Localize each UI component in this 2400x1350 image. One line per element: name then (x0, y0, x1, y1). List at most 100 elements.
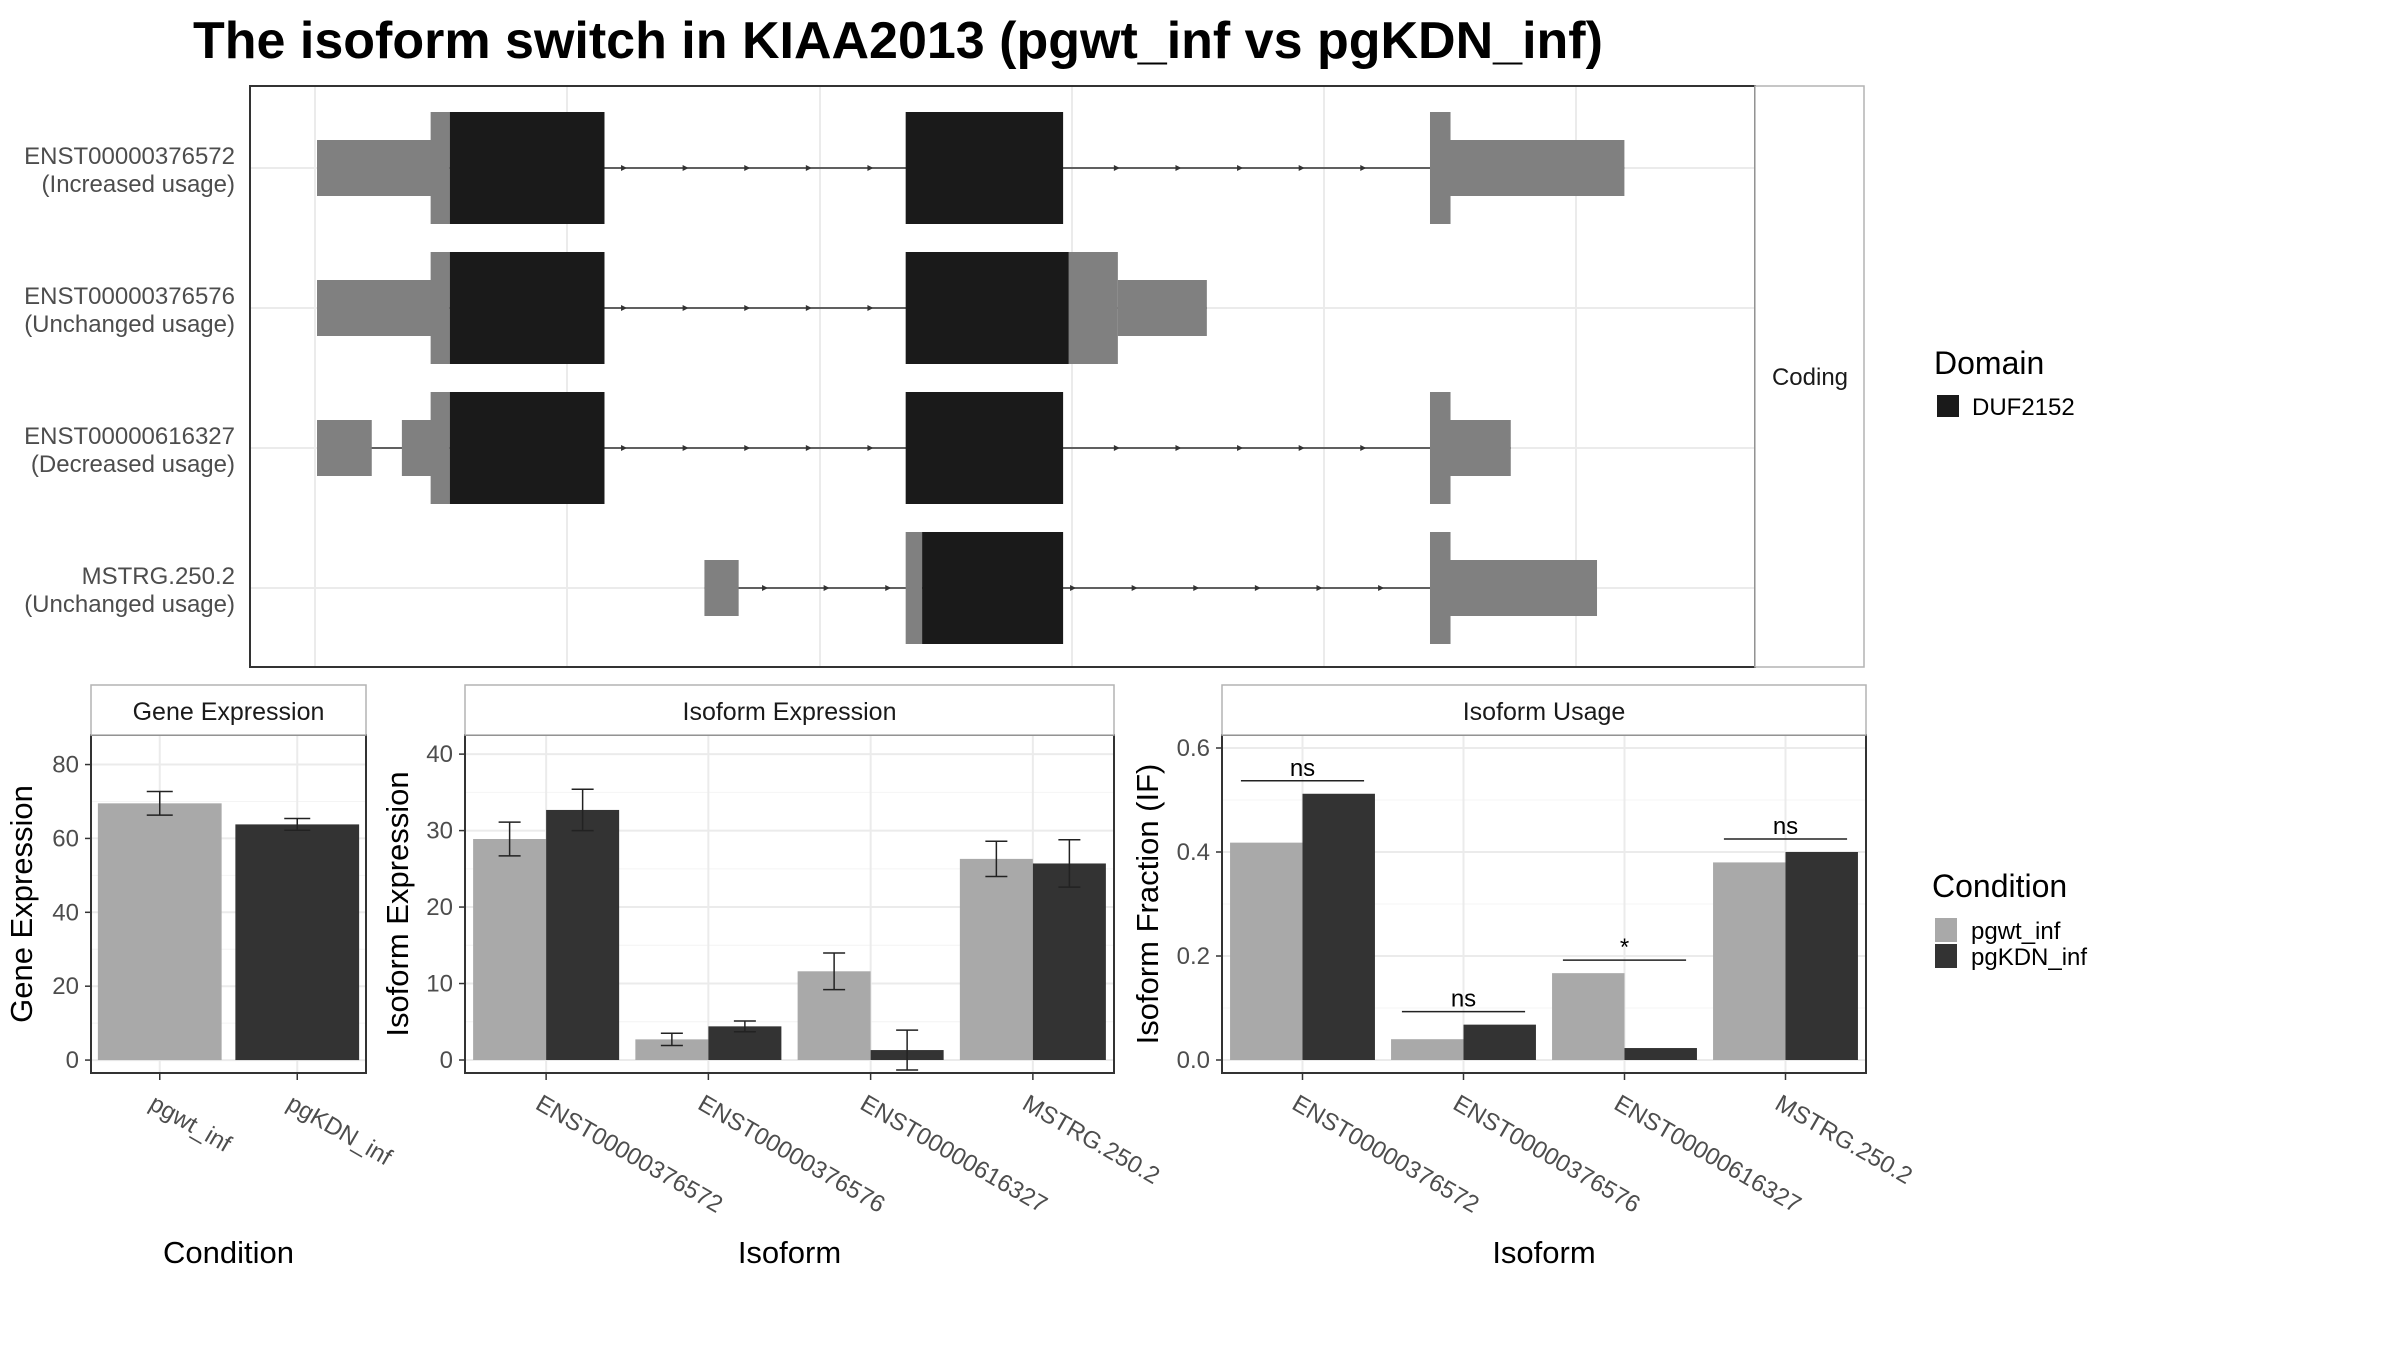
domain-exon (449, 392, 605, 504)
error-bar (284, 817, 311, 832)
significance-label: * (1620, 934, 1629, 961)
coding-exon (430, 392, 450, 504)
transcript-label-usage: (Unchanged usage) (24, 311, 235, 338)
y-axis-title: Isoform Expression (380, 771, 415, 1036)
coding-exon (430, 252, 450, 364)
bar (635, 1039, 709, 1060)
intron-arrow (682, 165, 689, 171)
bar (959, 858, 1033, 1060)
bar (1624, 1048, 1697, 1060)
intron-arrow (1298, 165, 1305, 171)
bar (1391, 1039, 1464, 1060)
transcript-label-id: MSTRG.250.2 (82, 563, 235, 590)
domain-exon (905, 112, 1064, 224)
y-axis-title: Gene Expression (4, 785, 39, 1023)
intron-arrow (867, 165, 874, 171)
transcript-label-usage: (Unchanged usage) (24, 591, 235, 618)
utr-exon (317, 280, 434, 336)
utr-exon (1436, 560, 1598, 616)
gene-expression-panel: 0 20 40 60 80 Gene Expression pgwt_inf pgKDN_in… (4, 684, 397, 1270)
intron-arrow (1113, 165, 1120, 171)
intron-arrow (621, 305, 628, 311)
bar (546, 809, 620, 1060)
intron-arrow (1070, 585, 1077, 591)
bar (97, 803, 222, 1061)
intron-arrow (621, 445, 628, 451)
utr-exon (1436, 140, 1625, 196)
y-tick-label: 30 (426, 818, 453, 845)
facet-strip (1221, 684, 1867, 736)
utr-exon (317, 140, 434, 196)
intron-arrow (867, 445, 874, 451)
error-bar (985, 840, 1008, 878)
y-tick-label: 40 (52, 899, 79, 926)
bar (473, 839, 547, 1060)
y-tick-label: 0.6 (1177, 735, 1210, 762)
bar (235, 824, 360, 1061)
bar (1552, 973, 1625, 1060)
intron-arrow (1298, 445, 1305, 451)
error-bar (1058, 839, 1081, 888)
error-bar (733, 1020, 756, 1033)
intron-arrow (805, 445, 812, 451)
intron-arrow (682, 445, 689, 451)
y-tick-label: 0.2 (1177, 943, 1210, 970)
facet-strip-label: Isoform Usage (1463, 698, 1626, 726)
intron-arrow (744, 165, 751, 171)
intron-arrow (1193, 585, 1200, 591)
legend-label: DUF2152 (1972, 394, 2075, 421)
intron-arrow (1378, 585, 1385, 591)
intron-arrow (1131, 585, 1138, 591)
intron-arrow (1175, 445, 1182, 451)
legend-key (1935, 944, 1957, 968)
intron-arrow (1237, 165, 1244, 171)
legend-title: Domain (1934, 345, 2044, 381)
intron-arrow (744, 445, 751, 451)
significance-label: ns (1451, 986, 1476, 1013)
legend-key (1935, 918, 1957, 942)
transcript-structure-panel: ENST00000376572(Increased usage) ENST0000… (24, 85, 1865, 668)
x-tick-label: MSTRG.250.2 (1771, 1090, 1917, 1190)
utr-exon (401, 420, 434, 476)
utr-exon (317, 420, 372, 476)
error-bar (571, 788, 594, 832)
significance-label: ns (1290, 755, 1315, 782)
domain-exon (905, 252, 1069, 364)
intron-arrow (621, 165, 628, 171)
intron-arrow (762, 585, 769, 591)
intron-arrow (1316, 585, 1323, 591)
intron-arrow (867, 305, 874, 311)
intron-arrow (1360, 165, 1367, 171)
error-bar (896, 1029, 919, 1071)
y-tick-label: 0.4 (1177, 839, 1210, 866)
x-axis-title: Isoform (738, 1235, 841, 1270)
facet-strip (1754, 85, 1865, 668)
facet-strip (90, 684, 367, 736)
x-tick-label: MSTRG.250.2 (1018, 1090, 1164, 1190)
utr-exon (704, 560, 739, 616)
intron-arrow (744, 305, 751, 311)
x-tick-label: pgwt_inf (145, 1090, 236, 1158)
bar (1713, 862, 1786, 1060)
coding-exon (1063, 252, 1118, 364)
y-tick-label: 0 (66, 1047, 79, 1074)
bar (1463, 1024, 1536, 1060)
intron-arrow (682, 305, 689, 311)
domain-exon (922, 532, 1064, 644)
y-tick-label: 60 (52, 825, 79, 852)
figure-title: The isoform switch in KIAA2013 (pgwt_inf… (193, 12, 1603, 70)
y-tick-label: 20 (52, 973, 79, 1000)
intron-arrow (1237, 445, 1244, 451)
bar (1230, 842, 1303, 1060)
legend-label: pgKDN_inf (1971, 944, 2087, 971)
intron-arrow (823, 585, 830, 591)
transcript-label-id: ENST00000616327 (24, 423, 235, 450)
error-bar (498, 821, 521, 857)
transcript-label-id: ENST00000376576 (24, 283, 235, 310)
transcript-label-usage: (Increased usage) (42, 171, 235, 198)
bar (1302, 793, 1375, 1060)
y-axis-title: Isoform Fraction (IF) (1130, 764, 1165, 1045)
y-tick-label: 10 (426, 971, 453, 998)
